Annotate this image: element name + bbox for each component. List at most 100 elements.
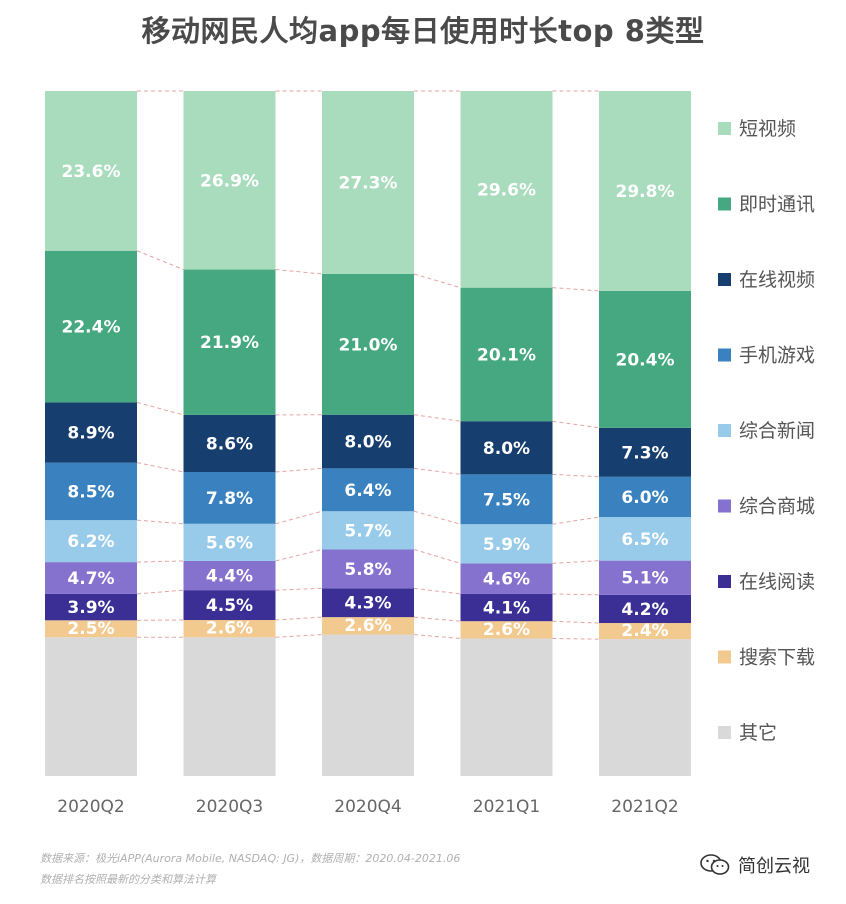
bar-segment [45, 520, 137, 563]
data-label: 8.0% [344, 433, 391, 453]
wechat-account-name: 简创云视 [738, 856, 810, 877]
bar-segment [322, 634, 414, 776]
connector-line [136, 589, 184, 595]
data-label: 2.6% [344, 616, 391, 636]
connector-line [552, 516, 600, 525]
connector-line [552, 473, 600, 478]
category-label: 2021Q1 [473, 797, 540, 817]
connector-line [413, 634, 461, 639]
connector-line [413, 414, 461, 422]
bar-segment [599, 560, 691, 595]
data-label: 22.4% [62, 318, 121, 338]
bar-segment [599, 517, 691, 561]
data-label: 5.8% [344, 560, 391, 580]
bar-segment [460, 563, 553, 594]
data-label: 21.0% [339, 335, 398, 355]
connector-line [552, 420, 600, 429]
data-label: 26.9% [200, 171, 259, 191]
bar-segment [45, 462, 137, 521]
bar-segment [183, 637, 276, 776]
legend-label: 其它 [739, 722, 777, 744]
bar-segment [599, 290, 691, 428]
chart-title: 移动网民人均app每日使用时长top 8类型 [141, 14, 705, 48]
connector-line [275, 634, 323, 638]
category-label: 2020Q4 [334, 797, 401, 817]
data-label: 5.1% [621, 569, 668, 589]
data-label: 4.5% [206, 596, 253, 616]
data-label: 6.4% [344, 481, 391, 501]
bar-segment [460, 421, 553, 475]
connector-line [413, 467, 461, 475]
data-label: 6.5% [621, 530, 668, 550]
legend-swatch [718, 273, 731, 286]
bar-segment [183, 91, 276, 270]
connector-line [413, 548, 461, 564]
bar-segment [599, 594, 691, 624]
bar-segment [322, 91, 414, 274]
bar-segment [45, 593, 137, 621]
data-label: 6.2% [67, 532, 114, 552]
category-label: 2020Q2 [57, 797, 124, 817]
connector-line [275, 510, 323, 525]
bars [45, 91, 691, 776]
connector-line [275, 587, 323, 591]
bar-segment [322, 273, 414, 415]
data-label: 5.6% [206, 533, 253, 553]
bar-segment [599, 476, 691, 518]
connector-line [552, 593, 600, 596]
bar-segment [183, 471, 276, 524]
data-label: 5.7% [344, 521, 391, 541]
legend-swatch [718, 650, 731, 664]
connector-lines [136, 90, 600, 640]
data-label: 8.6% [206, 434, 253, 454]
bar-segment [322, 617, 414, 635]
bar-segment [322, 511, 414, 550]
connector-line [275, 616, 323, 621]
legend-swatch [718, 122, 731, 135]
bar-segment [322, 588, 414, 618]
connector-line [413, 616, 461, 622]
connector-line [552, 637, 600, 640]
bar-segment [183, 523, 276, 561]
bar-segment [45, 620, 137, 638]
data-label: 21.9% [200, 333, 259, 353]
data-label: 29.6% [477, 180, 536, 200]
data-label: 8.0% [483, 439, 530, 459]
bar-segment [45, 562, 137, 594]
bar-labels: 2.5%3.9%4.7%6.2%8.5%8.9%22.4%23.6%2.6%4.… [62, 162, 675, 641]
bar-segment [599, 427, 691, 477]
bar-segment [322, 414, 414, 469]
connector-line [413, 510, 461, 525]
data-label: 4.1% [483, 599, 530, 619]
legend-swatch [718, 197, 731, 211]
connector-line [275, 467, 323, 473]
data-label: 29.8% [616, 182, 675, 202]
data-label: 4.6% [483, 570, 530, 590]
source-note: 数据来源：极光iAPP(Aurora Mobile, NASDAQ: JG)，数… [40, 848, 700, 890]
bar-segment [183, 414, 276, 472]
legend-swatch [718, 424, 731, 437]
bar-segment [45, 402, 137, 463]
legend-label: 在线阅读 [739, 571, 815, 593]
bar-segment [183, 560, 276, 591]
data-label: 20.1% [477, 345, 536, 365]
bar-segment [183, 269, 276, 415]
data-label: 7.5% [483, 490, 530, 510]
bar-segment [599, 639, 691, 776]
legend-swatch [718, 575, 731, 588]
data-label: 8.9% [67, 423, 114, 443]
connector-line [136, 519, 184, 525]
data-label: 6.0% [621, 488, 668, 508]
bar-segment [460, 638, 553, 776]
legend-label: 手机游戏 [739, 345, 815, 367]
data-label: 23.6% [62, 162, 121, 182]
connector-line [136, 462, 184, 473]
bar-segment [460, 593, 553, 622]
data-label: 2.6% [483, 620, 530, 640]
bar-segment [183, 590, 276, 621]
data-label: 20.4% [616, 350, 675, 370]
bar-segment [599, 623, 691, 640]
data-label: 2.6% [206, 619, 253, 639]
wechat-icon [700, 854, 730, 875]
